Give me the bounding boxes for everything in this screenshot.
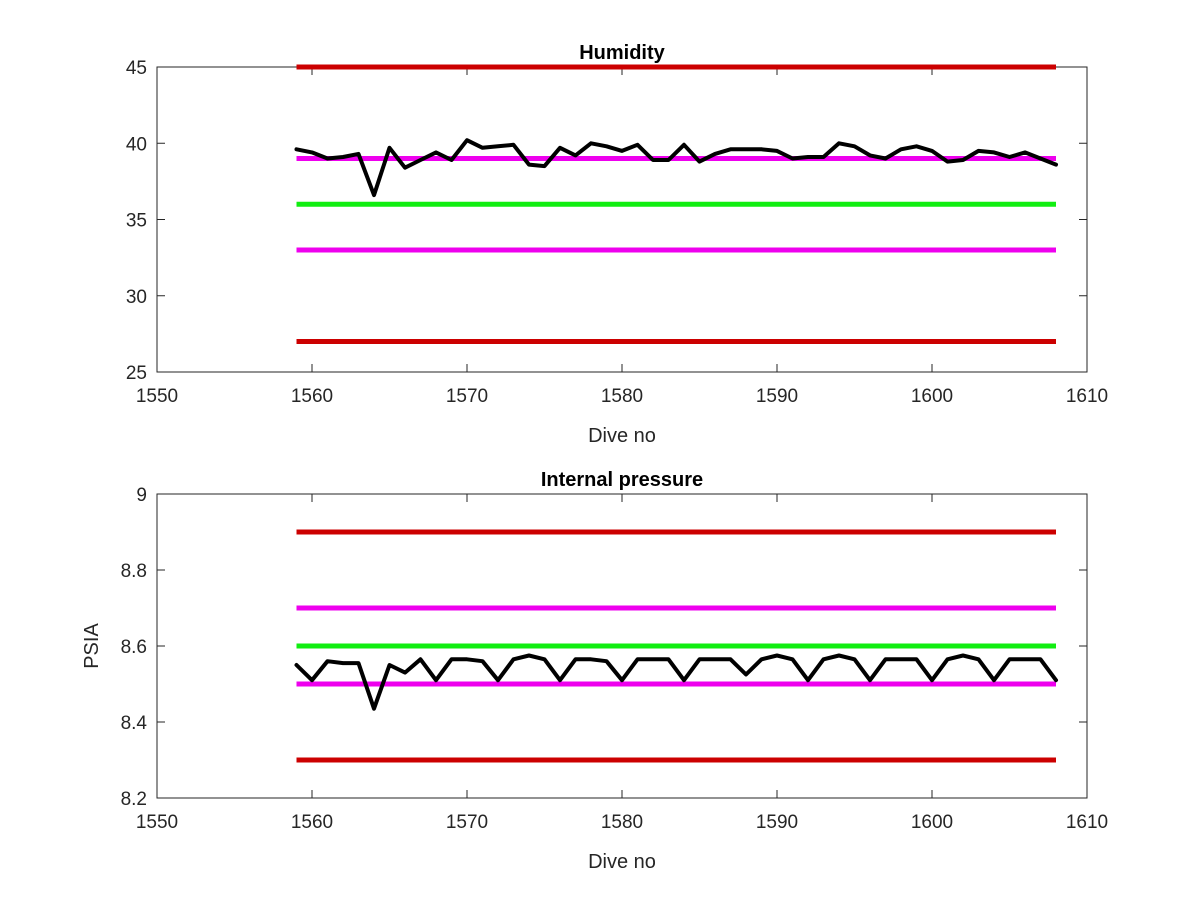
humidity-series-line (294, 138, 1058, 198)
internal-pressure-x-tick-label: 1570 (446, 812, 488, 833)
internal-pressure-x-tick-label: 1560 (291, 812, 333, 833)
internal-pressure-y-tick-label: 9 (136, 485, 147, 506)
internal-pressure-x-tick-label: 1590 (756, 812, 798, 833)
internal-pressure-title: Internal pressure (541, 469, 703, 491)
humidity-x-tick-label: 1560 (291, 386, 333, 407)
humidity-x-tick-label: 1550 (136, 386, 178, 407)
humidity-y-tick-label: 35 (126, 211, 147, 232)
humidity-x-tick-label: 1600 (911, 386, 953, 407)
internal-pressure-y-tick-label: 8.4 (121, 713, 148, 734)
humidity-axes-box (156, 66, 1088, 373)
internal-pressure-x-tick-label: 1610 (1066, 812, 1108, 833)
humidity-y-tick-label: 25 (126, 363, 147, 384)
internal-pressure-y-tick-label: 8.8 (121, 561, 147, 582)
internal-pressure-y-tick-label: 8.2 (121, 789, 147, 810)
humidity-x-label: Dive no (588, 425, 656, 447)
humidity-y-tick-label: 45 (126, 58, 147, 79)
humidity-x-tick-label: 1570 (446, 386, 488, 407)
internal-pressure-series-line (294, 653, 1058, 711)
humidity-title: Humidity (579, 42, 665, 64)
humidity-y-tick-label: 30 (126, 287, 147, 308)
humidity-x-tick-label: 1590 (756, 386, 798, 407)
internal-pressure-y-label: PSIA (81, 623, 103, 669)
humidity-y-tick-label: 40 (126, 134, 147, 155)
humidity-x-tick-label: 1610 (1066, 386, 1108, 407)
internal-pressure-x-tick-label: 1550 (136, 812, 178, 833)
internal-pressure-x-label: Dive no (588, 851, 656, 873)
humidity-x-tick-label: 1580 (601, 386, 643, 407)
internal-pressure-plot: 1550 1560 1570 1580 1590 1600 1610 8.2 8.4 8.6 8.8… (81, 469, 1108, 873)
internal-pressure-x-tick-label: 1600 (911, 812, 953, 833)
internal-pressure-y-tick-label: 8.6 (121, 637, 147, 658)
humidity-plot: 1550 1560 1570 1580 1590 1600 1610 25 30 35 40 45 Hu… (126, 42, 1108, 447)
internal-pressure-x-tick-label: 1580 (601, 812, 643, 833)
